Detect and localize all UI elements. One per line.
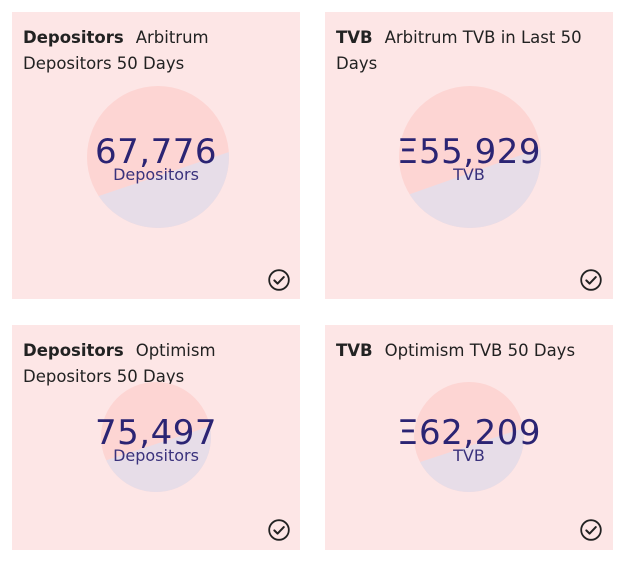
card-title: Depositors Optimism Depositors 50 Days	[23, 338, 286, 390]
card-title: Depositors Arbitrum Depositors 50 Days	[23, 25, 286, 77]
card-title-text: Arbitrum TVB in Last 50 Days	[336, 28, 582, 73]
metric-unit: TVB	[453, 165, 485, 184]
check-circle-icon[interactable]	[268, 269, 290, 291]
metric: 75,497 Depositors	[56, 415, 256, 465]
card-title-text: Arbitrum Depositors 50 Days	[23, 28, 209, 73]
card-title: TVB Arbitrum TVB in Last 50 Days	[336, 25, 599, 77]
card-optimism-depositors: Depositors Optimism Depositors 50 Days 75…	[12, 325, 300, 550]
metric: Ξ62,209 TVB	[369, 415, 569, 465]
card-title: TVB Optimism TVB 50 Days	[336, 338, 599, 364]
card-title-text: Optimism TVB 50 Days	[384, 341, 576, 360]
card-tag: TVB	[336, 341, 373, 360]
check-circle-icon[interactable]	[580, 519, 602, 541]
metric-circle	[87, 86, 229, 228]
check-circle-icon[interactable]	[580, 269, 602, 291]
check-circle-icon[interactable]	[268, 519, 290, 541]
circle-fill	[399, 86, 541, 228]
card-arbitrum-tvb: TVB Arbitrum TVB in Last 50 Days Ξ55,929 …	[325, 12, 613, 299]
metric-unit: TVB	[453, 446, 485, 465]
card-tag: TVB	[336, 28, 373, 47]
card-optimism-tvb: TVB Optimism TVB 50 Days Ξ62,209 TVB	[325, 325, 613, 550]
card-arbitrum-depositors: Depositors Arbitrum Depositors 50 Days 67…	[12, 12, 300, 299]
metric-unit: Depositors	[113, 446, 199, 465]
metric-circle	[399, 86, 541, 228]
circle-fill	[414, 382, 524, 492]
metric-unit: Depositors	[113, 165, 199, 184]
metric-value: 67,776	[95, 132, 217, 172]
metric: Ξ55,929 TVB	[369, 134, 569, 184]
card-tag: Depositors	[23, 28, 124, 47]
metric-circle	[101, 382, 211, 492]
metric: 67,776 Depositors	[56, 134, 256, 184]
metric-value: Ξ62,209	[397, 413, 541, 453]
metric-circle	[414, 382, 524, 492]
card-tag: Depositors	[23, 341, 124, 360]
metric-value: Ξ55,929	[397, 132, 541, 172]
circle-fill	[101, 382, 211, 492]
metric-value: 75,497	[95, 413, 217, 453]
circle-fill	[87, 86, 229, 228]
card-title-text: Optimism Depositors 50 Days	[23, 341, 216, 386]
